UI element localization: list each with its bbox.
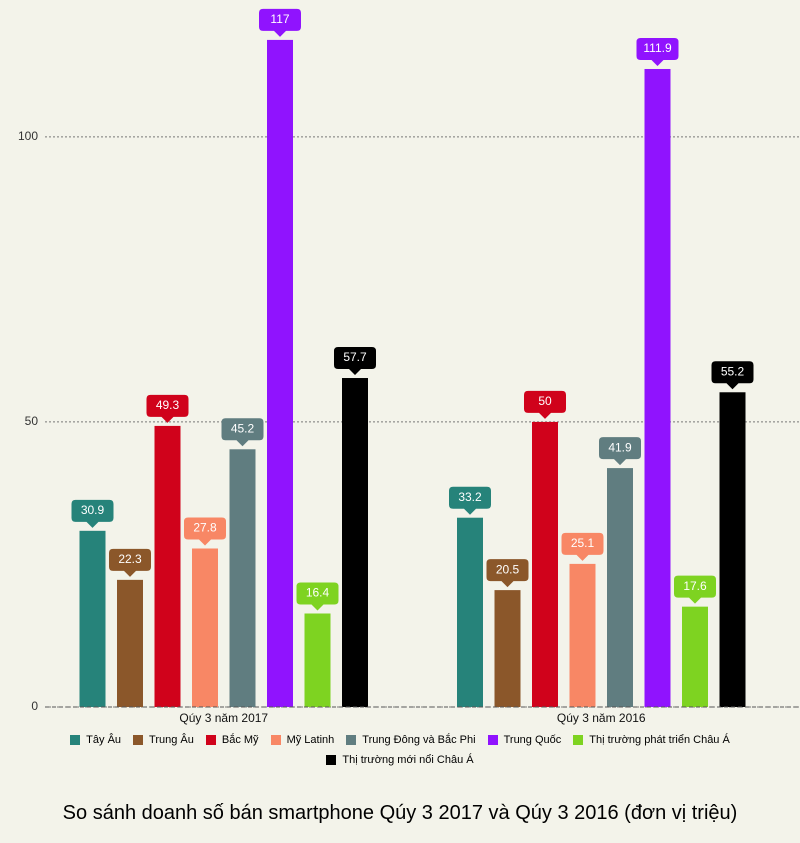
bar [607,468,633,707]
legend-label: Trung Quốc [503,734,562,746]
bar [229,449,256,707]
bar [117,579,143,707]
bar [192,548,218,707]
bar [304,613,331,707]
value-label: 17.6 [683,579,707,593]
value-label-box [486,559,529,588]
value-label-box [71,499,114,528]
legend-item[interactable]: Trung Quốc [487,734,562,746]
bar [154,425,181,707]
bar [267,39,293,707]
value-label: 16.4 [306,586,330,600]
value-label-box [221,418,264,447]
legend-swatch [205,735,216,745]
legend-item[interactable]: Trung Đông và Bắc Phi [346,734,476,746]
bar [79,530,106,707]
legend-item[interactable]: Bắc Mỹ [205,734,259,746]
bar [532,421,558,707]
value-label: 41.9 [608,440,632,454]
legend-swatch [70,735,81,745]
legend-label: Trung Đông và Bắc Phi [362,734,476,746]
value-label-box [259,8,301,37]
value-label-box [296,582,339,611]
legend-label: Tây Âu [86,734,122,746]
legend-item[interactable]: Tây Âu [70,734,121,746]
legend-item[interactable]: Mỹ Latinh [270,734,335,746]
legend-item[interactable]: Thị trường mới nổi Châu Á [326,754,474,766]
value-label: 33.2 [458,490,482,504]
value-label: 25.1 [571,536,595,550]
value-label-box [146,394,189,423]
legend-swatch [133,735,144,745]
legend-label: Thị trường mới nổi Châu Á [342,754,474,766]
value-label-box [449,486,491,515]
bar [342,378,368,707]
y-tick-label: 100 [18,129,38,143]
value-label: 20.5 [496,562,520,576]
legend-label: Mỹ Latinh [286,734,335,746]
bar [569,563,596,707]
value-label-box [524,390,566,419]
legend-swatch [270,735,281,745]
value-label-box [109,548,151,577]
value-label: 55.2 [721,364,745,378]
value-label: 57.7 [343,350,367,364]
value-label-box [561,532,604,561]
legend-swatch [326,755,337,765]
legend-label: Bắc Mỹ [221,734,259,746]
legend-label: Thị trường phát triển Châu Á [589,734,730,746]
value-label: 117 [270,12,289,26]
value-label-box [334,347,376,376]
value-label: 49.3 [156,398,180,412]
chart: 0 50 100 Qúy 3 năm 2017 30.9 22.3 49.3 27.8 45.2… [18,8,800,725]
y-tick-label: 0 [31,699,38,713]
legend-swatch [573,735,584,745]
value-label: 50 [538,394,552,408]
value-label: 45.2 [231,421,255,435]
value-label: 111.9 [643,41,672,55]
legend-label: Trung Âu [149,734,194,746]
chart-title: So sánh doanh số bán smartphone Qúy 3 20… [62,802,738,824]
legend-item[interactable]: Thị trường phát triển Châu Á [573,734,730,746]
x-tick-label: Qúy 3 năm 2016 [557,711,646,725]
x-tick-label: Qúy 3 năm 2017 [179,711,268,725]
value-label: 22.3 [118,552,142,566]
value-label: 27.8 [193,521,217,535]
value-label-box [711,361,754,390]
value-label-box [184,517,226,546]
bar [644,68,671,708]
bar [682,606,708,707]
legend-item[interactable]: Trung Âu [133,734,194,746]
legend-swatch [346,735,357,745]
legend: Tây Âu Trung Âu Bắc Mỹ Mỹ Latinh Trung Đông … [40,734,760,766]
value-label: 30.9 [81,503,105,517]
value-label-box [599,437,641,466]
bar [494,590,521,707]
legend-swatch [487,735,498,745]
value-label-box [674,575,716,604]
y-tick-label: 50 [25,414,39,428]
bar [457,517,483,707]
bar [719,392,746,707]
value-label-box [636,37,679,66]
